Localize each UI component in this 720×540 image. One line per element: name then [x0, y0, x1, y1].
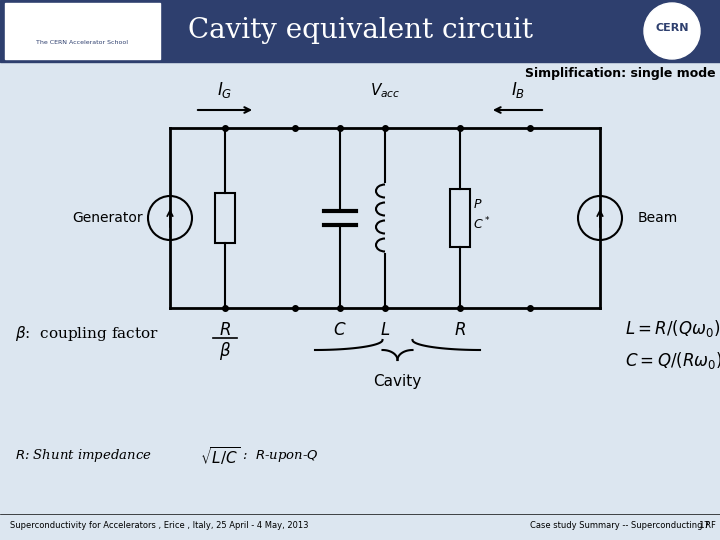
Text: Generator: Generator [73, 211, 143, 225]
Circle shape [644, 3, 700, 59]
Text: $P$: $P$ [473, 198, 482, 211]
Bar [215, 193, 235, 243]
Text: $I_G$: $I_G$ [217, 80, 233, 100]
Text: $C^*$: $C^*$ [473, 215, 490, 232]
Text: CERN: CERN [655, 23, 689, 33]
Text: Beam: Beam [638, 211, 678, 225]
Text: $C$: $C$ [333, 322, 347, 339]
Text: $I_B$: $I_B$ [511, 80, 525, 100]
Text: $\beta$: $\beta$ [219, 340, 231, 362]
Text: $\sqrt{L/C}$: $\sqrt{L/C}$ [200, 445, 240, 467]
Text: Superconductivity for Accelerators , Erice , Italy, 25 April - 4 May, 2013: Superconductivity for Accelerators , Eri… [10, 522, 308, 530]
Text: $L$: $L$ [380, 322, 390, 339]
Bar [5, 3, 160, 59]
Text: :  $R$-upon-$Q$: : $R$-upon-$Q$ [238, 448, 319, 464]
Text: Simplification: single mode: Simplification: single mode [526, 68, 716, 80]
Text: $V_{acc}$: $V_{acc}$ [370, 82, 400, 100]
Text: 17: 17 [698, 522, 710, 530]
Text: $R$: Shunt impedance: $R$: Shunt impedance [15, 448, 152, 464]
Text: Cavity: Cavity [374, 374, 422, 389]
Text: $L=R/(Q\omega_0)$: $L=R/(Q\omega_0)$ [625, 318, 720, 339]
Text: $C=Q/(R\omega_0)$: $C=Q/(R\omega_0)$ [625, 350, 720, 371]
Text: Cavity equivalent circuit: Cavity equivalent circuit [187, 17, 533, 44]
Text: $\beta$:  coupling factor: $\beta$: coupling factor [15, 324, 159, 343]
Bar [450, 189, 470, 247]
Text: $R$: $R$ [219, 322, 231, 339]
Text: Case study Summary -- Superconducting RF: Case study Summary -- Superconducting RF [530, 522, 716, 530]
Text: $R$: $R$ [454, 322, 466, 339]
Bar [0, 0, 720, 62]
Text: The CERN Accelerator School: The CERN Accelerator School [36, 39, 128, 44]
